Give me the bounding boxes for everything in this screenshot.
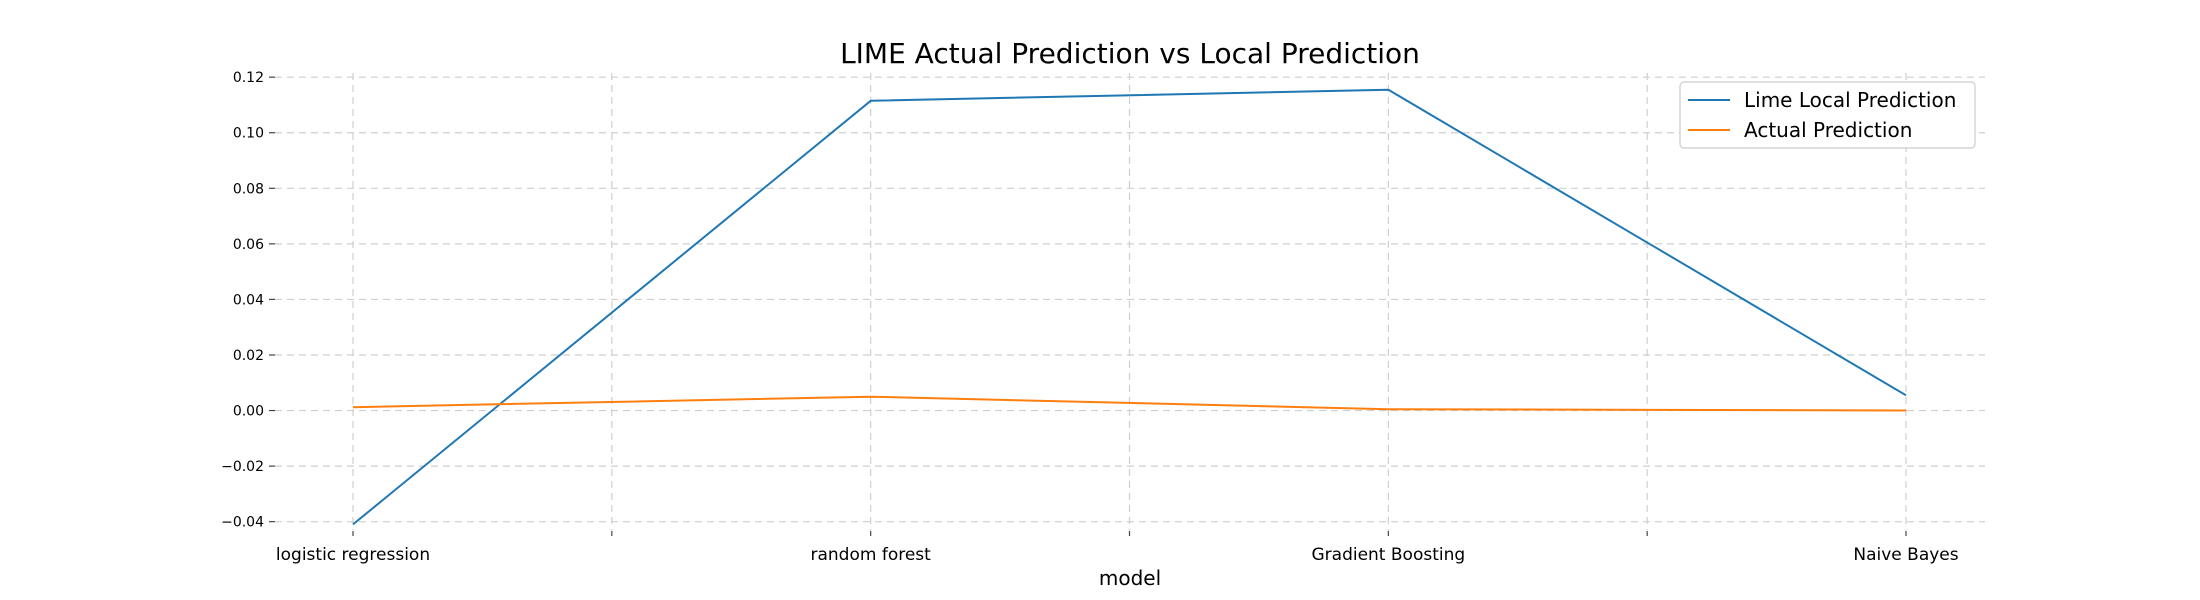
legend: Lime Local Prediction Actual Prediction	[1679, 81, 1976, 149]
y-tick-label: −0.04	[221, 515, 264, 531]
x-axis-label: model	[1099, 566, 1161, 590]
legend-box	[1679, 81, 1976, 149]
y-tick-label: 0.06	[233, 237, 264, 253]
x-tick-label: Naive Bayes	[1853, 545, 1958, 565]
x-tick-label: Gradient Boosting	[1311, 545, 1465, 565]
x-axis-ticks: logistic regression random forest Gradient…	[276, 531, 1959, 565]
y-tick-label: 0.10	[233, 126, 264, 142]
series-line-lime-local-prediction	[352, 88, 1907, 526]
y-axis-ticks: −0.04 −0.02 0.00 0.02 0.04 0.06 0.08 0.10 0.12	[221, 70, 275, 531]
series-line-actual-prediction	[352, 395, 1907, 412]
x-tick-label: logistic regression	[276, 545, 430, 565]
y-tick-label: −0.02	[221, 459, 264, 475]
series-layer	[352, 88, 1907, 526]
y-tick-label: 0.04	[233, 292, 264, 308]
grid-layer	[275, 73, 1985, 530]
y-tick-label: 0.00	[233, 404, 264, 420]
y-tick-label: 0.08	[233, 181, 264, 197]
x-tick-label: random forest	[811, 545, 932, 565]
legend-label-actual-prediction: Actual Prediction	[1744, 118, 1912, 142]
legend-label-lime-local-prediction: Lime Local Prediction	[1744, 88, 1956, 112]
chart-title: LIME Actual Prediction vs Local Predicti…	[840, 37, 1420, 70]
y-tick-label: 0.02	[233, 348, 264, 364]
y-tick-label: 0.12	[233, 70, 264, 86]
